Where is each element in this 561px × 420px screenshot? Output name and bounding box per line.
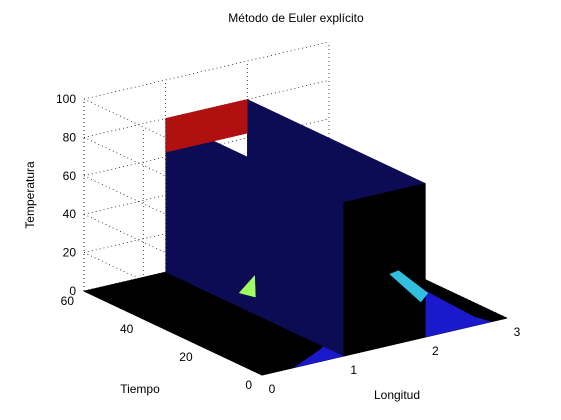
grid-line-z: [83, 41, 330, 100]
x-axis-label: Longitud: [374, 388, 420, 402]
y-axis-label: Tiempo: [120, 382, 160, 396]
y-tick-label: 60: [61, 294, 75, 308]
x-tick-label: 1: [350, 363, 357, 377]
y-tick-label: 0: [245, 378, 252, 392]
chart-title: Método de Euler explícito: [228, 11, 364, 25]
x-tick-label: 2: [432, 344, 439, 358]
x-axis-ticks: 0 1 2 3: [269, 325, 521, 396]
z-tick-label: 20: [63, 246, 77, 260]
x-tick-label: 3: [514, 325, 521, 339]
surface-plot: [83, 99, 508, 376]
z-tick-label: 60: [63, 169, 77, 183]
surface-top-strip: [165, 99, 248, 153]
z-tick-label: 80: [63, 130, 77, 144]
surface-front-face: [343, 183, 426, 357]
z-tick-label: 40: [63, 207, 77, 221]
x-tick-label: 0: [269, 382, 276, 396]
z-axis-label: Temperatura: [23, 161, 37, 229]
y-tick-label: 20: [179, 350, 193, 364]
z-tick-label: 100: [56, 92, 76, 106]
z-tick-label: 0: [69, 284, 76, 298]
surface-edge-accent-right: [389, 270, 429, 303]
surface-edge-accent-left: [238, 274, 256, 298]
y-axis-ticks: 0 20 40 60: [61, 294, 253, 392]
z-axis-ticks: 0 20 40 60 80 100: [56, 92, 76, 298]
y-tick-label: 40: [120, 322, 134, 336]
